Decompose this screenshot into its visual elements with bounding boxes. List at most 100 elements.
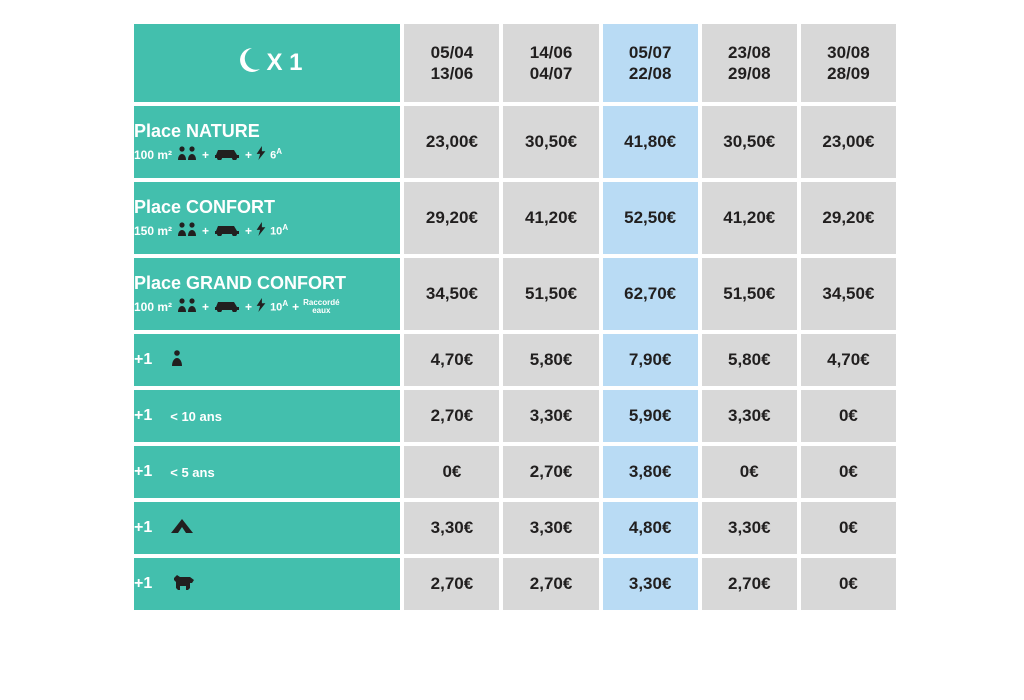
table-row: Place NATURE 100 m² + + 6A 23,00€30,50€4… (134, 106, 896, 178)
price-cell: 0€ (801, 390, 896, 442)
period-start: 05/04 (404, 42, 499, 63)
bolt-icon (256, 298, 266, 315)
water-label: Raccordéeaux (303, 299, 339, 315)
price-cell: 3,30€ (404, 502, 499, 554)
period-start: 05/07 (603, 42, 698, 63)
period-col-2: 05/07 22/08 (603, 24, 698, 102)
amp-label: 6A (270, 147, 282, 162)
extra-label: +1 (134, 351, 152, 369)
header-corner: X 1 (134, 24, 400, 102)
price-cell: 0€ (801, 558, 896, 610)
price-cell: 51,50€ (503, 258, 598, 330)
person-icon (170, 350, 184, 371)
table-row: +1 4,70€5,80€7,90€5,80€4,70€ (134, 334, 896, 386)
price-cell: 5,90€ (603, 390, 698, 442)
table-row: +1 < 10 ans 2,70€3,30€5,90€3,30€0€ (134, 390, 896, 442)
period-col-3: 23/08 29/08 (702, 24, 797, 102)
price-cell: 3,30€ (603, 558, 698, 610)
row-title: Place NATURE (134, 121, 400, 142)
table-row: Place GRAND CONFORT 100 m² + + 10A + Rac… (134, 258, 896, 330)
price-cell: 34,50€ (801, 258, 896, 330)
row-label: +1 (134, 502, 400, 554)
row-label: +1 < 5 ans (134, 446, 400, 498)
price-cell: 0€ (801, 446, 896, 498)
row-detail: 100 m² + + 10A + Raccordéeaux (134, 298, 400, 315)
price-cell: 51,50€ (702, 258, 797, 330)
dog-icon (170, 573, 198, 596)
amp-label: 10A (270, 299, 288, 314)
extra-label: +1 (134, 407, 152, 425)
price-cell: 3,30€ (702, 502, 797, 554)
row-label: +1 (134, 558, 400, 610)
table-row: Place CONFORT 150 m² + + 10A 29,20€41,20… (134, 182, 896, 254)
price-cell: 0€ (702, 446, 797, 498)
price-cell: 3,30€ (702, 390, 797, 442)
period-end: 22/08 (603, 63, 698, 84)
nights-label: X 1 (267, 48, 303, 75)
header-row: X 1 05/04 13/06 14/06 04/07 05/07 22/08 … (134, 24, 896, 102)
price-cell: 2,70€ (404, 558, 499, 610)
price-cell: 29,20€ (404, 182, 499, 254)
period-end: 13/06 (404, 63, 499, 84)
price-cell: 23,00€ (404, 106, 499, 178)
persons-icon (176, 146, 198, 163)
price-cell: 5,80€ (702, 334, 797, 386)
period-start: 23/08 (702, 42, 797, 63)
bolt-icon (256, 222, 266, 239)
price-cell: 2,70€ (503, 446, 598, 498)
persons-icon (176, 298, 198, 315)
table-row: +1 3,30€3,30€4,80€3,30€0€ (134, 502, 896, 554)
row-label: +1 < 10 ans (134, 390, 400, 442)
period-col-0: 05/04 13/06 (404, 24, 499, 102)
price-cell: 4,70€ (404, 334, 499, 386)
price-cell: 2,70€ (702, 558, 797, 610)
price-cell: 30,50€ (702, 106, 797, 178)
table-row: +1 < 5 ans 0€2,70€3,80€0€0€ (134, 446, 896, 498)
extra-label: +1 (134, 575, 152, 593)
price-cell: 2,70€ (503, 558, 598, 610)
moon-icon (232, 46, 260, 81)
row-label: Place NATURE 100 m² + + 6A (134, 106, 400, 178)
price-cell: 3,30€ (503, 390, 598, 442)
persons-icon (176, 222, 198, 239)
area-label: 150 m² (134, 224, 172, 238)
price-cell: 5,80€ (503, 334, 598, 386)
extra-label: +1 (134, 463, 152, 481)
car-icon (213, 298, 241, 315)
period-start: 30/08 (801, 42, 896, 63)
price-cell: 41,20€ (702, 182, 797, 254)
period-col-1: 14/06 04/07 (503, 24, 598, 102)
row-label: Place GRAND CONFORT 100 m² + + 10A + Rac… (134, 258, 400, 330)
price-cell: 34,50€ (404, 258, 499, 330)
price-cell: 7,90€ (603, 334, 698, 386)
row-detail: 150 m² + + 10A (134, 222, 400, 239)
price-cell: 3,80€ (603, 446, 698, 498)
price-cell: 4,70€ (801, 334, 896, 386)
area-label: 100 m² (134, 148, 172, 162)
period-end: 28/09 (801, 63, 896, 84)
extra-sub: < 10 ans (170, 409, 222, 424)
tent-icon (170, 518, 194, 539)
period-col-4: 30/08 28/09 (801, 24, 896, 102)
row-label: Place CONFORT 150 m² + + 10A (134, 182, 400, 254)
price-cell: 3,30€ (503, 502, 598, 554)
period-start: 14/06 (503, 42, 598, 63)
table-row: +1 2,70€2,70€3,30€2,70€0€ (134, 558, 896, 610)
area-label: 100 m² (134, 300, 172, 314)
period-end: 29/08 (702, 63, 797, 84)
extra-sub: < 5 ans (170, 465, 214, 480)
price-cell: 0€ (801, 502, 896, 554)
row-detail: 100 m² + + 6A (134, 146, 400, 163)
price-cell: 23,00€ (801, 106, 896, 178)
row-title: Place CONFORT (134, 197, 400, 218)
pricing-table: X 1 05/04 13/06 14/06 04/07 05/07 22/08 … (130, 20, 900, 614)
price-cell: 30,50€ (503, 106, 598, 178)
amp-label: 10A (270, 223, 288, 238)
car-icon (213, 146, 241, 163)
car-icon (213, 222, 241, 239)
row-label: +1 (134, 334, 400, 386)
price-cell: 62,70€ (603, 258, 698, 330)
price-cell: 4,80€ (603, 502, 698, 554)
price-cell: 41,20€ (503, 182, 598, 254)
price-cell: 29,20€ (801, 182, 896, 254)
